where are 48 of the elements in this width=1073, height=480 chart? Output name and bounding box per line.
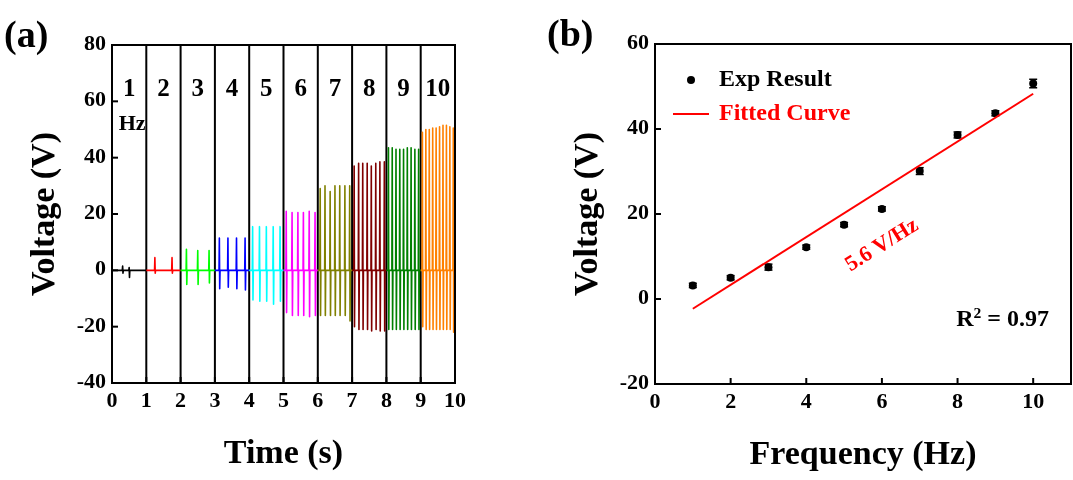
legend-label: Exp Result (719, 64, 832, 91)
x-tick-label: 2 (175, 387, 187, 412)
y-tick-label: 0 (638, 284, 649, 310)
x-tick-label: 5 (278, 387, 289, 412)
annotation: 1 (122, 73, 136, 101)
annotation: 7 (328, 73, 342, 101)
legend-label: Fitted Curve (719, 98, 851, 125)
annotation: 5 (260, 73, 273, 101)
y-tick-label: -20 (619, 369, 649, 395)
y-tick-label: -20 (76, 311, 106, 337)
x-tick-label: 8 (380, 387, 392, 412)
chart-title: (b) (547, 12, 594, 55)
x-tick-label: 2 (725, 388, 737, 413)
y-tick-label: 80 (84, 30, 106, 56)
x-axis-title: Time (s) (223, 433, 344, 471)
chart-title: (a) (4, 13, 49, 56)
x-tick-label: 6 (312, 387, 324, 412)
x-tick-label: 9 (415, 387, 427, 412)
x-tick-label: 6 (876, 388, 888, 413)
y-tick-label: 40 (627, 114, 649, 140)
annotation: 9 (397, 73, 410, 101)
x-tick-label: 8 (952, 388, 964, 413)
y-tick-label: -40 (76, 368, 106, 394)
x-tick-label: 10 (1022, 388, 1045, 413)
x-tick-label: 1 (140, 387, 152, 412)
annotation: R$^{2}$ = 0.97 (956, 303, 1049, 331)
y-tick-label: 60 (84, 86, 106, 112)
annotation: 5.6 V/Hz (839, 211, 923, 277)
annotation: 8 (363, 73, 376, 101)
annotation: 10 (425, 73, 451, 101)
y-axis-title: Voltage (V) (567, 132, 605, 296)
annotation: Hz (118, 110, 146, 136)
y-tick-label: 60 (627, 29, 649, 55)
x-tick-label: 4 (243, 387, 255, 412)
y-tick-label: 0 (95, 255, 106, 281)
x-tick-label: 7 (346, 387, 358, 412)
annotation: 3 (191, 73, 204, 101)
y-tick-label: 40 (84, 142, 106, 168)
x-axis-title: Frequency (Hz) (749, 434, 977, 472)
y-axis-title: Voltage (V) (24, 132, 62, 296)
x-tick-label: 4 (800, 388, 812, 413)
y-tick-label: 20 (84, 199, 106, 225)
annotation: 2 (157, 73, 170, 101)
annotation: 4 (225, 73, 239, 101)
x-tick-label: 3 (209, 387, 221, 412)
x-tick-label: 10 (444, 387, 466, 412)
annotation: 6 (294, 73, 307, 101)
y-tick-label: 20 (627, 199, 649, 225)
